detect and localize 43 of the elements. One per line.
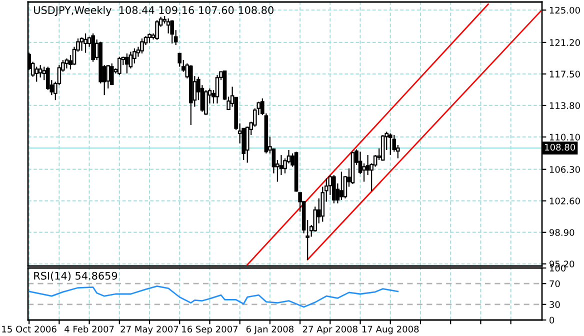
x-tick-label: 17 Aug 2008: [362, 326, 419, 334]
candlestick: [170, 20, 174, 44]
x-tick-label: 16 Sep 2007: [182, 326, 238, 334]
y-tick-label: 106.30: [550, 166, 580, 173]
x-tick-label: 4 Feb 2007: [64, 326, 114, 333]
chart-title: USDJPY,Weekly 108.44 109.16 107.60 108.80: [34, 6, 274, 16]
candlestick: [91, 32, 95, 62]
ref-line-label: 108.80: [545, 144, 576, 151]
candlestick: [166, 18, 170, 34]
y-tick-label: 98.90: [550, 229, 574, 236]
y-tick-label: 125.00: [550, 6, 580, 14]
candlestick: [34, 66, 38, 82]
candlestick: [340, 171, 344, 201]
y-tick-label: 30: [550, 301, 560, 308]
line-series: [28, 286, 399, 308]
y-tick-label: 70: [550, 280, 560, 288]
chart-title: RSI(14) 54.8659: [34, 272, 118, 281]
candlestick: [125, 52, 129, 74]
x-tick-label: 27 Apr 2008: [302, 326, 358, 334]
candlestick: [215, 74, 220, 104]
candlestick: [118, 56, 122, 76]
candlestick: [46, 66, 50, 91]
y-tick-label: 102.60: [550, 198, 580, 204]
candlestick: [110, 62, 114, 86]
candlestick: [64, 58, 69, 69]
candlestick: [148, 32, 152, 44]
candlestick: [155, 20, 159, 41]
candlestick: [80, 36, 84, 52]
x-tick-label: 6 Jan 2008: [246, 326, 294, 334]
y-tick-label: 0: [550, 316, 554, 324]
candlestick: [388, 132, 392, 156]
candlestick: [178, 52, 182, 68]
candlestick: [140, 38, 144, 54]
candlestick: [84, 32, 88, 54]
candlestick: [362, 162, 366, 182]
y-tick-label: 117.50: [550, 70, 580, 78]
candlestick: [38, 64, 42, 78]
y-tick-label: 113.80: [550, 102, 580, 110]
x-tick-label: 15 Oct 2006: [2, 326, 56, 333]
y-tick-label: 110.10: [550, 134, 580, 141]
y-tick-label: 121.20: [550, 39, 580, 46]
candlestick: [332, 174, 336, 204]
x-tick-label: 27 May 2007: [120, 326, 178, 334]
